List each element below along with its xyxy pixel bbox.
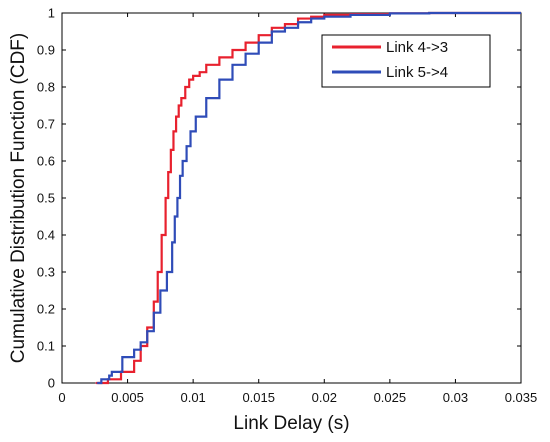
series-point-link-5-4 bbox=[133, 348, 135, 351]
series-point-link-5-4 bbox=[349, 14, 352, 16]
y-tick-label: 0 bbox=[48, 376, 55, 391]
series-point-link-4-3 bbox=[153, 300, 155, 303]
y-axis-ticks: 0 0.1 0.2 0.3 0.4 0.5 0.6 0.7 0.8 0.9 1 bbox=[37, 6, 521, 391]
series-point-link-5-4 bbox=[171, 241, 173, 244]
series-point-link-4-3 bbox=[198, 71, 201, 73]
y-tick-label: 0.4 bbox=[37, 228, 55, 243]
y-tick-label: 0.7 bbox=[37, 117, 55, 132]
x-tick-label: 0.01 bbox=[180, 390, 205, 405]
series-point-link-4-3 bbox=[284, 23, 286, 25]
series-point-link-4-3 bbox=[172, 130, 175, 133]
series-point-link-4-3 bbox=[133, 360, 135, 362]
series-point-link-5-4 bbox=[231, 64, 234, 66]
x-tick-label: 0.015 bbox=[242, 390, 275, 405]
series-point-link-4-3 bbox=[184, 86, 187, 88]
series-point-link-5-4 bbox=[218, 78, 221, 81]
x-axis-label: Link Delay (s) bbox=[233, 413, 349, 434]
series-point-link-4-3 bbox=[218, 56, 221, 59]
series-point-link-5-4 bbox=[185, 145, 188, 147]
series-line-link-5-4 bbox=[97, 11, 521, 385]
series-point-link-4-3 bbox=[297, 17, 299, 20]
series-point-link-5-4 bbox=[194, 115, 197, 118]
series-point-link-4-3 bbox=[170, 149, 172, 151]
series-point-link-4-3 bbox=[180, 97, 183, 99]
series-point-link-5-4 bbox=[96, 382, 99, 384]
series-point-link-4-3 bbox=[192, 75, 194, 77]
x-tick-label: 0.025 bbox=[374, 390, 407, 405]
series-point-link-5-4 bbox=[244, 52, 247, 55]
series-point-link-5-4 bbox=[271, 30, 273, 33]
y-tick-label: 0.6 bbox=[37, 154, 55, 169]
series-point-link-4-3 bbox=[164, 197, 167, 199]
series-point-link-5-4 bbox=[146, 330, 149, 333]
series-point-link-5-4 bbox=[176, 197, 179, 199]
series-point-link-5-4 bbox=[323, 15, 326, 18]
legend-box bbox=[321, 34, 491, 88]
series-point-link-5-4 bbox=[297, 21, 299, 24]
series-point-link-5-4 bbox=[153, 311, 155, 314]
y-tick-label: 0.9 bbox=[37, 43, 55, 58]
series-point-link-4-3 bbox=[156, 271, 159, 273]
legend-label-link-4-3: Link 4->3 bbox=[386, 39, 448, 56]
series-point-link-5-4 bbox=[428, 12, 431, 14]
series-point-link-4-3 bbox=[160, 234, 163, 236]
series-point-link-4-3 bbox=[205, 64, 208, 66]
series-point-link-5-4 bbox=[100, 378, 103, 381]
series-point-link-5-4 bbox=[124, 356, 126, 358]
series-point-link-5-4 bbox=[139, 341, 142, 344]
series-point-link-4-3 bbox=[244, 41, 247, 44]
x-tick-label: 0 bbox=[58, 390, 65, 405]
series-point-link-5-4 bbox=[118, 371, 121, 373]
series-point-link-4-3 bbox=[95, 382, 97, 384]
legend-label-link-5-4: Link 5->4 bbox=[386, 64, 448, 81]
legend: Link 4->3 Link 5->4 bbox=[321, 34, 491, 88]
y-tick-label: 0.1 bbox=[37, 339, 55, 354]
y-tick-label: 0.5 bbox=[37, 191, 55, 206]
series-point-link-4-3 bbox=[177, 104, 180, 107]
x-tick-label: 0.02 bbox=[312, 390, 337, 405]
series-point-link-5-4 bbox=[310, 17, 312, 20]
y-tick-label: 0.8 bbox=[37, 80, 55, 95]
series-point-link-5-4 bbox=[111, 371, 113, 373]
series-point-link-4-3 bbox=[257, 34, 260, 36]
series-point-link-4-3 bbox=[323, 14, 326, 16]
y-tick-label: 1 bbox=[48, 6, 55, 21]
series-point-link-5-4 bbox=[121, 356, 124, 358]
series-point-link-4-3 bbox=[175, 115, 177, 118]
series-point-link-5-4 bbox=[108, 374, 111, 377]
series-point-link-4-3 bbox=[271, 27, 273, 29]
y-tick-label: 0.3 bbox=[37, 265, 55, 280]
series-point-link-5-4 bbox=[129, 356, 131, 358]
series-point-link-5-4 bbox=[189, 130, 192, 133]
x-tick-label: 0.035 bbox=[505, 390, 538, 405]
series-point-link-4-3 bbox=[188, 78, 191, 81]
series-point-link-5-4 bbox=[104, 378, 107, 381]
series-point-link-5-4 bbox=[159, 289, 162, 292]
series-layer bbox=[95, 11, 521, 385]
series-point-link-5-4 bbox=[257, 41, 260, 44]
series-point-link-4-3 bbox=[231, 49, 234, 51]
x-tick-label: 0.005 bbox=[111, 390, 144, 405]
series-point-link-5-4 bbox=[166, 271, 168, 273]
series-point-link-5-4 bbox=[181, 160, 184, 162]
series-point-link-5-4 bbox=[389, 12, 391, 15]
y-tick-label: 0.2 bbox=[37, 302, 55, 317]
series-point-link-4-3 bbox=[167, 171, 170, 173]
x-tick-label: 0.03 bbox=[443, 390, 468, 405]
series-point-link-5-4 bbox=[284, 27, 286, 29]
series-point-link-5-4 bbox=[173, 215, 176, 218]
series-point-link-4-3 bbox=[310, 15, 312, 18]
series-point-link-4-3 bbox=[146, 326, 149, 329]
series-point-link-5-4 bbox=[205, 97, 208, 99]
series-point-link-5-4 bbox=[179, 175, 181, 177]
y-axis-label: Cumulative Distribution Function (CDF) bbox=[8, 33, 29, 364]
